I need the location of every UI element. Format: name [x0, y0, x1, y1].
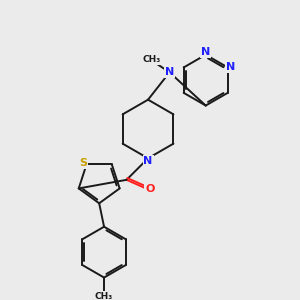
Text: N: N: [201, 47, 210, 57]
Text: N: N: [165, 67, 174, 77]
Text: CH₃: CH₃: [95, 292, 113, 300]
Text: N: N: [226, 62, 235, 72]
Text: O: O: [145, 184, 155, 194]
Text: S: S: [80, 158, 88, 168]
Text: N: N: [143, 156, 153, 166]
Text: CH₃: CH₃: [143, 55, 161, 64]
